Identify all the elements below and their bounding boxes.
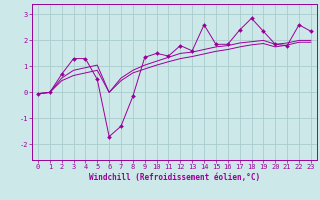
- X-axis label: Windchill (Refroidissement éolien,°C): Windchill (Refroidissement éolien,°C): [89, 173, 260, 182]
